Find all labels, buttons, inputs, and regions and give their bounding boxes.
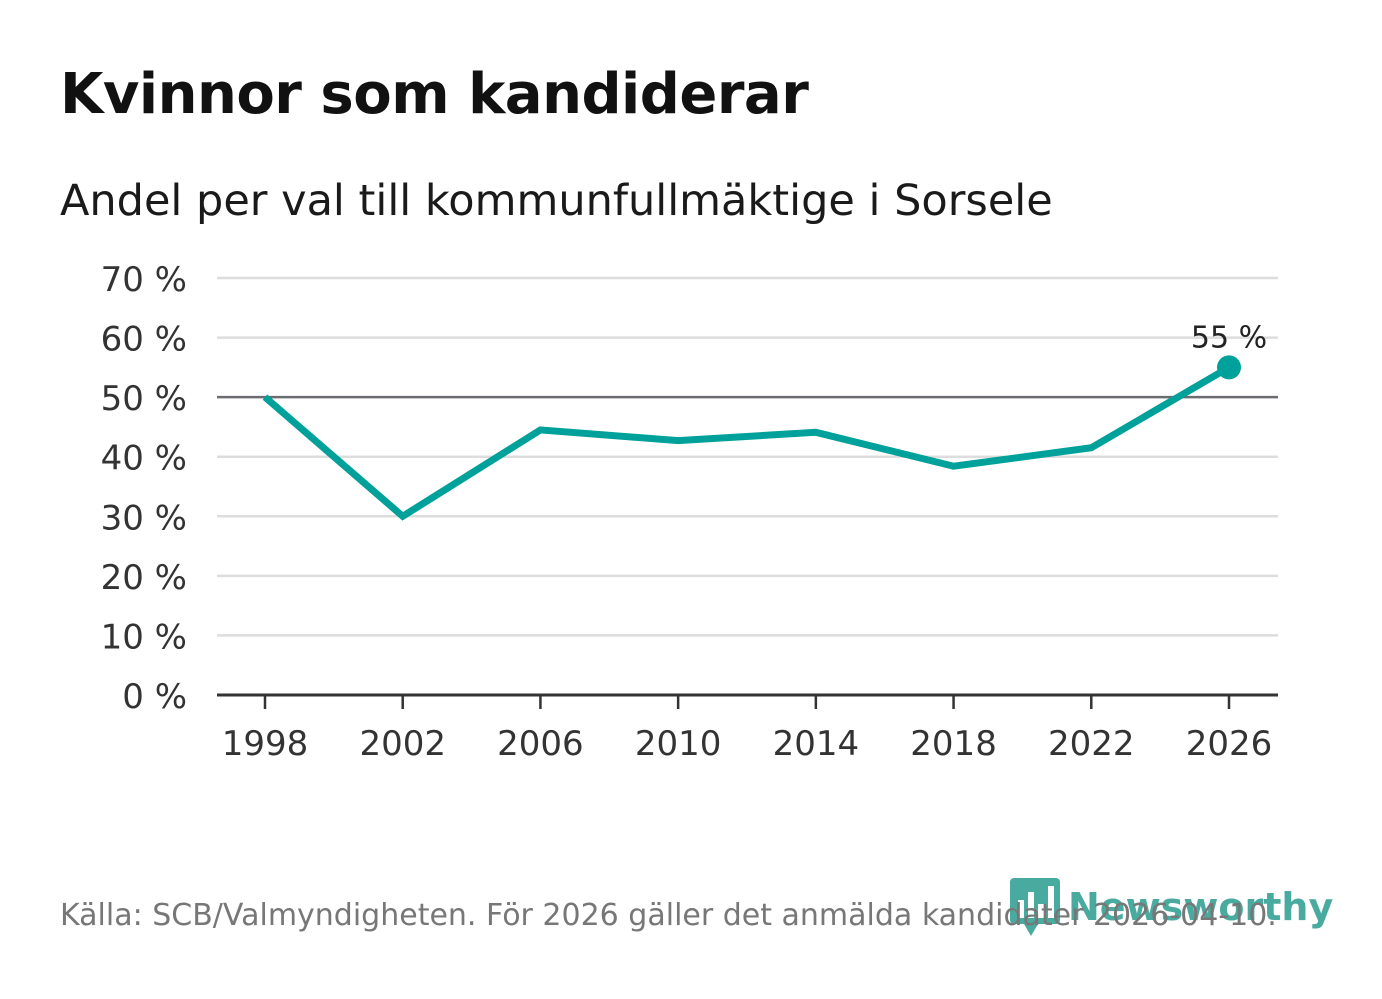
last-point-label: 55 % — [1191, 320, 1267, 355]
y-tick-label: 30 % — [101, 498, 187, 538]
y-tick-label: 0 % — [122, 677, 187, 717]
brand-name: Newsworthy — [1068, 885, 1334, 929]
gridlines — [217, 276, 1278, 637]
x-tick-label: 1998 — [222, 724, 309, 764]
x-tick-label: 2010 — [635, 724, 722, 764]
newsworthy-logo: Newsworthy — [1010, 878, 1333, 936]
y-tick-label: 40 % — [101, 439, 187, 479]
source-note: Källa: SCB/Valmyndigheten. För 2026 gäll… — [60, 898, 1277, 933]
x-axis: 1998 2002 2006 2010 2014 2018 2022 2026 — [217, 693, 1278, 764]
series: 55 % — [262, 320, 1267, 521]
y-axis-labels: 0 % 10 % 20 % 30 % 40 % 50 % 60 % 70 % — [101, 260, 187, 717]
y-tick-label: 60 % — [101, 320, 187, 360]
x-tick-label: 2018 — [910, 724, 997, 764]
chart-subtitle: Andel per val till kommunfullmäktige i S… — [60, 176, 1053, 226]
x-tick-label: 2022 — [1048, 724, 1135, 764]
series-line — [262, 364, 1231, 521]
x-tick-label: 2014 — [773, 724, 860, 764]
y-tick-label: 50 % — [101, 379, 187, 419]
x-tick-label: 2026 — [1186, 724, 1273, 764]
last-point-marker — [1217, 355, 1241, 380]
chart-title: Kvinnor som kandiderar — [60, 62, 809, 127]
x-tick-label: 2006 — [497, 724, 584, 764]
y-tick-label: 70 % — [101, 260, 187, 300]
y-tick-label: 20 % — [101, 558, 187, 598]
bar-chart-icon — [1010, 878, 1060, 936]
y-tick-label: 10 % — [101, 617, 187, 657]
x-tick-label: 2002 — [359, 724, 446, 764]
